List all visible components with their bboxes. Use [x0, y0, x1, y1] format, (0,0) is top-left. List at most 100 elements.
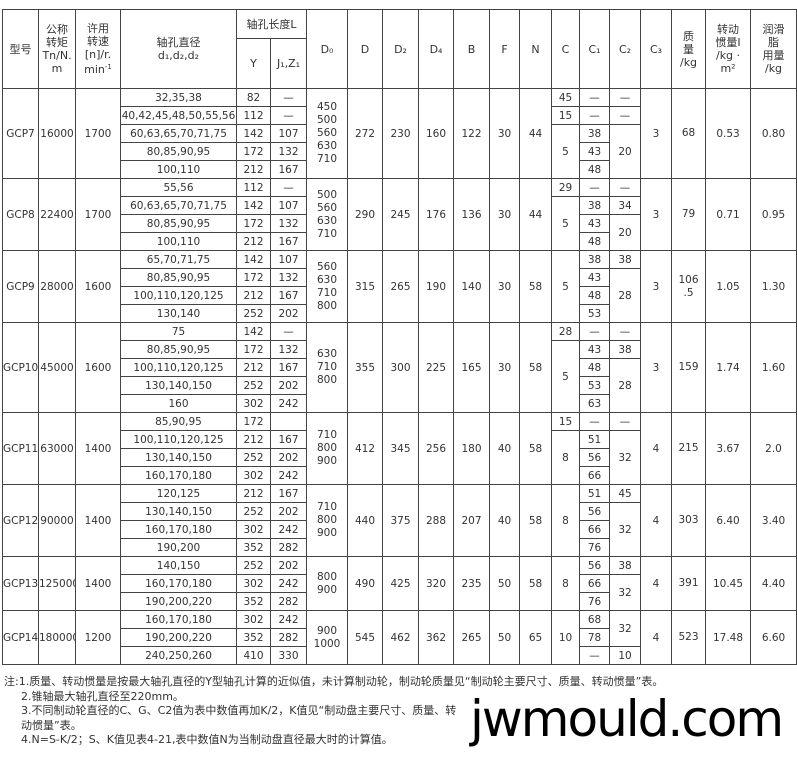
f-cell: 50: [489, 610, 521, 665]
length-y-cell: 302: [236, 610, 271, 629]
length-y-cell: 172: [236, 340, 271, 359]
grease-cell: 3.40: [750, 484, 797, 557]
length-y-cell: 212: [236, 430, 271, 449]
c1-cell: 76: [579, 538, 611, 557]
bore-diameter-cell: 100,110,120,125: [120, 430, 237, 449]
header-J: J₁,Z₁: [269, 38, 308, 89]
header-bore: 轴孔直径 d₁,d₂,d₂: [120, 9, 237, 89]
speed-cell: 1200: [75, 610, 121, 665]
speed-cell: 1400: [75, 556, 121, 611]
length-j-cell: 242: [269, 574, 308, 593]
grease-cell: 0.95: [750, 178, 797, 251]
c1-cell: 66: [579, 520, 611, 539]
length-j-cell: 202: [269, 556, 308, 575]
grease-cell: 1.30: [750, 250, 797, 323]
table-row: 130,140,150 252 202 56 32: [3, 502, 797, 557]
c2-cell: —: [609, 88, 642, 107]
c3-cell: 3: [640, 88, 673, 179]
bore-diameter-cell: 65,70,71,75: [120, 250, 237, 269]
inertia-cell: 1.74: [705, 322, 752, 413]
torque-cell: 125000: [38, 556, 76, 611]
f-cell: 30: [489, 88, 521, 179]
mass-cell: 215: [671, 412, 707, 485]
bore-diameter-cell: 55,56: [120, 178, 237, 197]
grease-cell: 6.60: [750, 610, 797, 665]
bore-diameter-cell: 160,170,180: [120, 520, 237, 539]
d4-cell: 288: [418, 484, 455, 557]
header-torque: 公称 转矩 Tn/N. m: [38, 9, 76, 89]
length-j-cell: 282: [269, 628, 308, 647]
length-j-cell: 167: [269, 232, 308, 251]
speed-cell: 1400: [75, 412, 121, 485]
table-row: 60,63,65,70,71,75 142 107 5 38 34: [3, 196, 797, 251]
c1-cell: 43: [579, 268, 611, 287]
d2-cell: 462: [382, 610, 420, 665]
c1-cell: —: [579, 88, 611, 107]
c1-cell: —: [579, 106, 611, 125]
torque-cell: 28000: [38, 250, 76, 323]
bore-diameter-cell: 40,42,45,48,50,55,56: [120, 106, 237, 125]
d4-cell: 160: [418, 88, 455, 179]
n-cell: 58: [519, 322, 553, 413]
length-j-cell: 107: [269, 250, 308, 269]
c3-cell: 4: [640, 412, 673, 485]
length-y-cell: 252: [236, 556, 271, 575]
c2-cell: 32: [609, 502, 642, 557]
table-row: 130,140,150 252 202 53: [3, 376, 797, 395]
table-row: 160,170,180 302 242 66 32: [3, 574, 797, 611]
d4-cell: 225: [418, 322, 455, 413]
n-cell: 65: [519, 610, 553, 665]
d2-cell: 425: [382, 556, 420, 611]
table-row: GCP9 28000 1600 65,70,71,75 142 107 560 630 71…: [2, 250, 797, 323]
b-cell: 207: [453, 484, 491, 557]
torque-cell: 45000: [38, 322, 76, 413]
b-cell: 122: [453, 88, 491, 179]
c1-cell: —: [579, 412, 611, 431]
speed-cell: 1700: [75, 178, 121, 251]
length-j-cell: 282: [269, 538, 308, 557]
header-mass: 质 量 /kg: [671, 9, 707, 89]
speed-cell: 1400: [75, 484, 121, 557]
grease-cell: 2.0: [750, 412, 797, 485]
length-y-cell: 172: [236, 412, 271, 431]
n-cell: 44: [519, 178, 553, 251]
model-cell: GCP12: [2, 484, 39, 557]
c1-cell: 66: [579, 574, 611, 593]
d-cell: 490: [347, 556, 384, 611]
grease-cell: 1.60: [750, 322, 797, 413]
c2-cell: 28: [609, 268, 642, 323]
c1-cell: 48: [579, 286, 611, 305]
c2-cell: 38: [609, 250, 642, 269]
c1-cell: 48: [579, 160, 611, 179]
header-speed-text: 许用 转速 [n]/r. min: [84, 22, 112, 76]
length-j-cell: —: [269, 322, 308, 341]
length-y-cell: 252: [236, 304, 271, 323]
length-j-cell: 202: [269, 502, 308, 521]
bore-diameter-cell: 160,170,180: [120, 610, 237, 629]
bore-diameter-cell: 130,140,150: [120, 448, 237, 467]
c2-cell: 20: [609, 214, 642, 251]
bore-diameter-cell: 80,85,90,95: [120, 142, 237, 161]
c-cell: 8: [551, 484, 581, 557]
header-speed: 许用 转速 [n]/r. min-1: [75, 9, 121, 89]
coupling-spec-table: 型号 公称 转矩 Tn/N. m 许用 转速 [n]/r. min-1 轴孔直径…: [2, 9, 797, 665]
speed-cell: 1600: [75, 322, 121, 413]
d4-cell: 190: [418, 250, 455, 323]
bore-diameter-cell: 160,170,180: [120, 574, 237, 593]
table-row: 100,110,120,125 212 167 48: [3, 286, 797, 305]
header-inertia: 转动 惯量I /kg · m²: [705, 9, 752, 89]
d2-cell: 345: [382, 412, 420, 485]
length-y-cell: 302: [236, 520, 271, 539]
c1-cell: 66: [579, 466, 611, 485]
f-cell: 30: [489, 250, 521, 323]
mass-cell: 523: [671, 610, 707, 665]
mass-cell: 391: [671, 556, 707, 611]
bore-diameter-cell: 85,90,95: [120, 412, 237, 431]
header-D: D: [347, 9, 384, 89]
length-j-cell: 202: [269, 304, 308, 323]
header-C3: C₃: [640, 9, 673, 89]
c1-cell: 38: [579, 124, 611, 143]
table-row: GCP11 63000 1400 85,90,95 172 710 800 900 412 3…: [2, 412, 797, 485]
c1-cell: 53: [579, 376, 611, 395]
c1-cell: 56: [579, 556, 611, 575]
